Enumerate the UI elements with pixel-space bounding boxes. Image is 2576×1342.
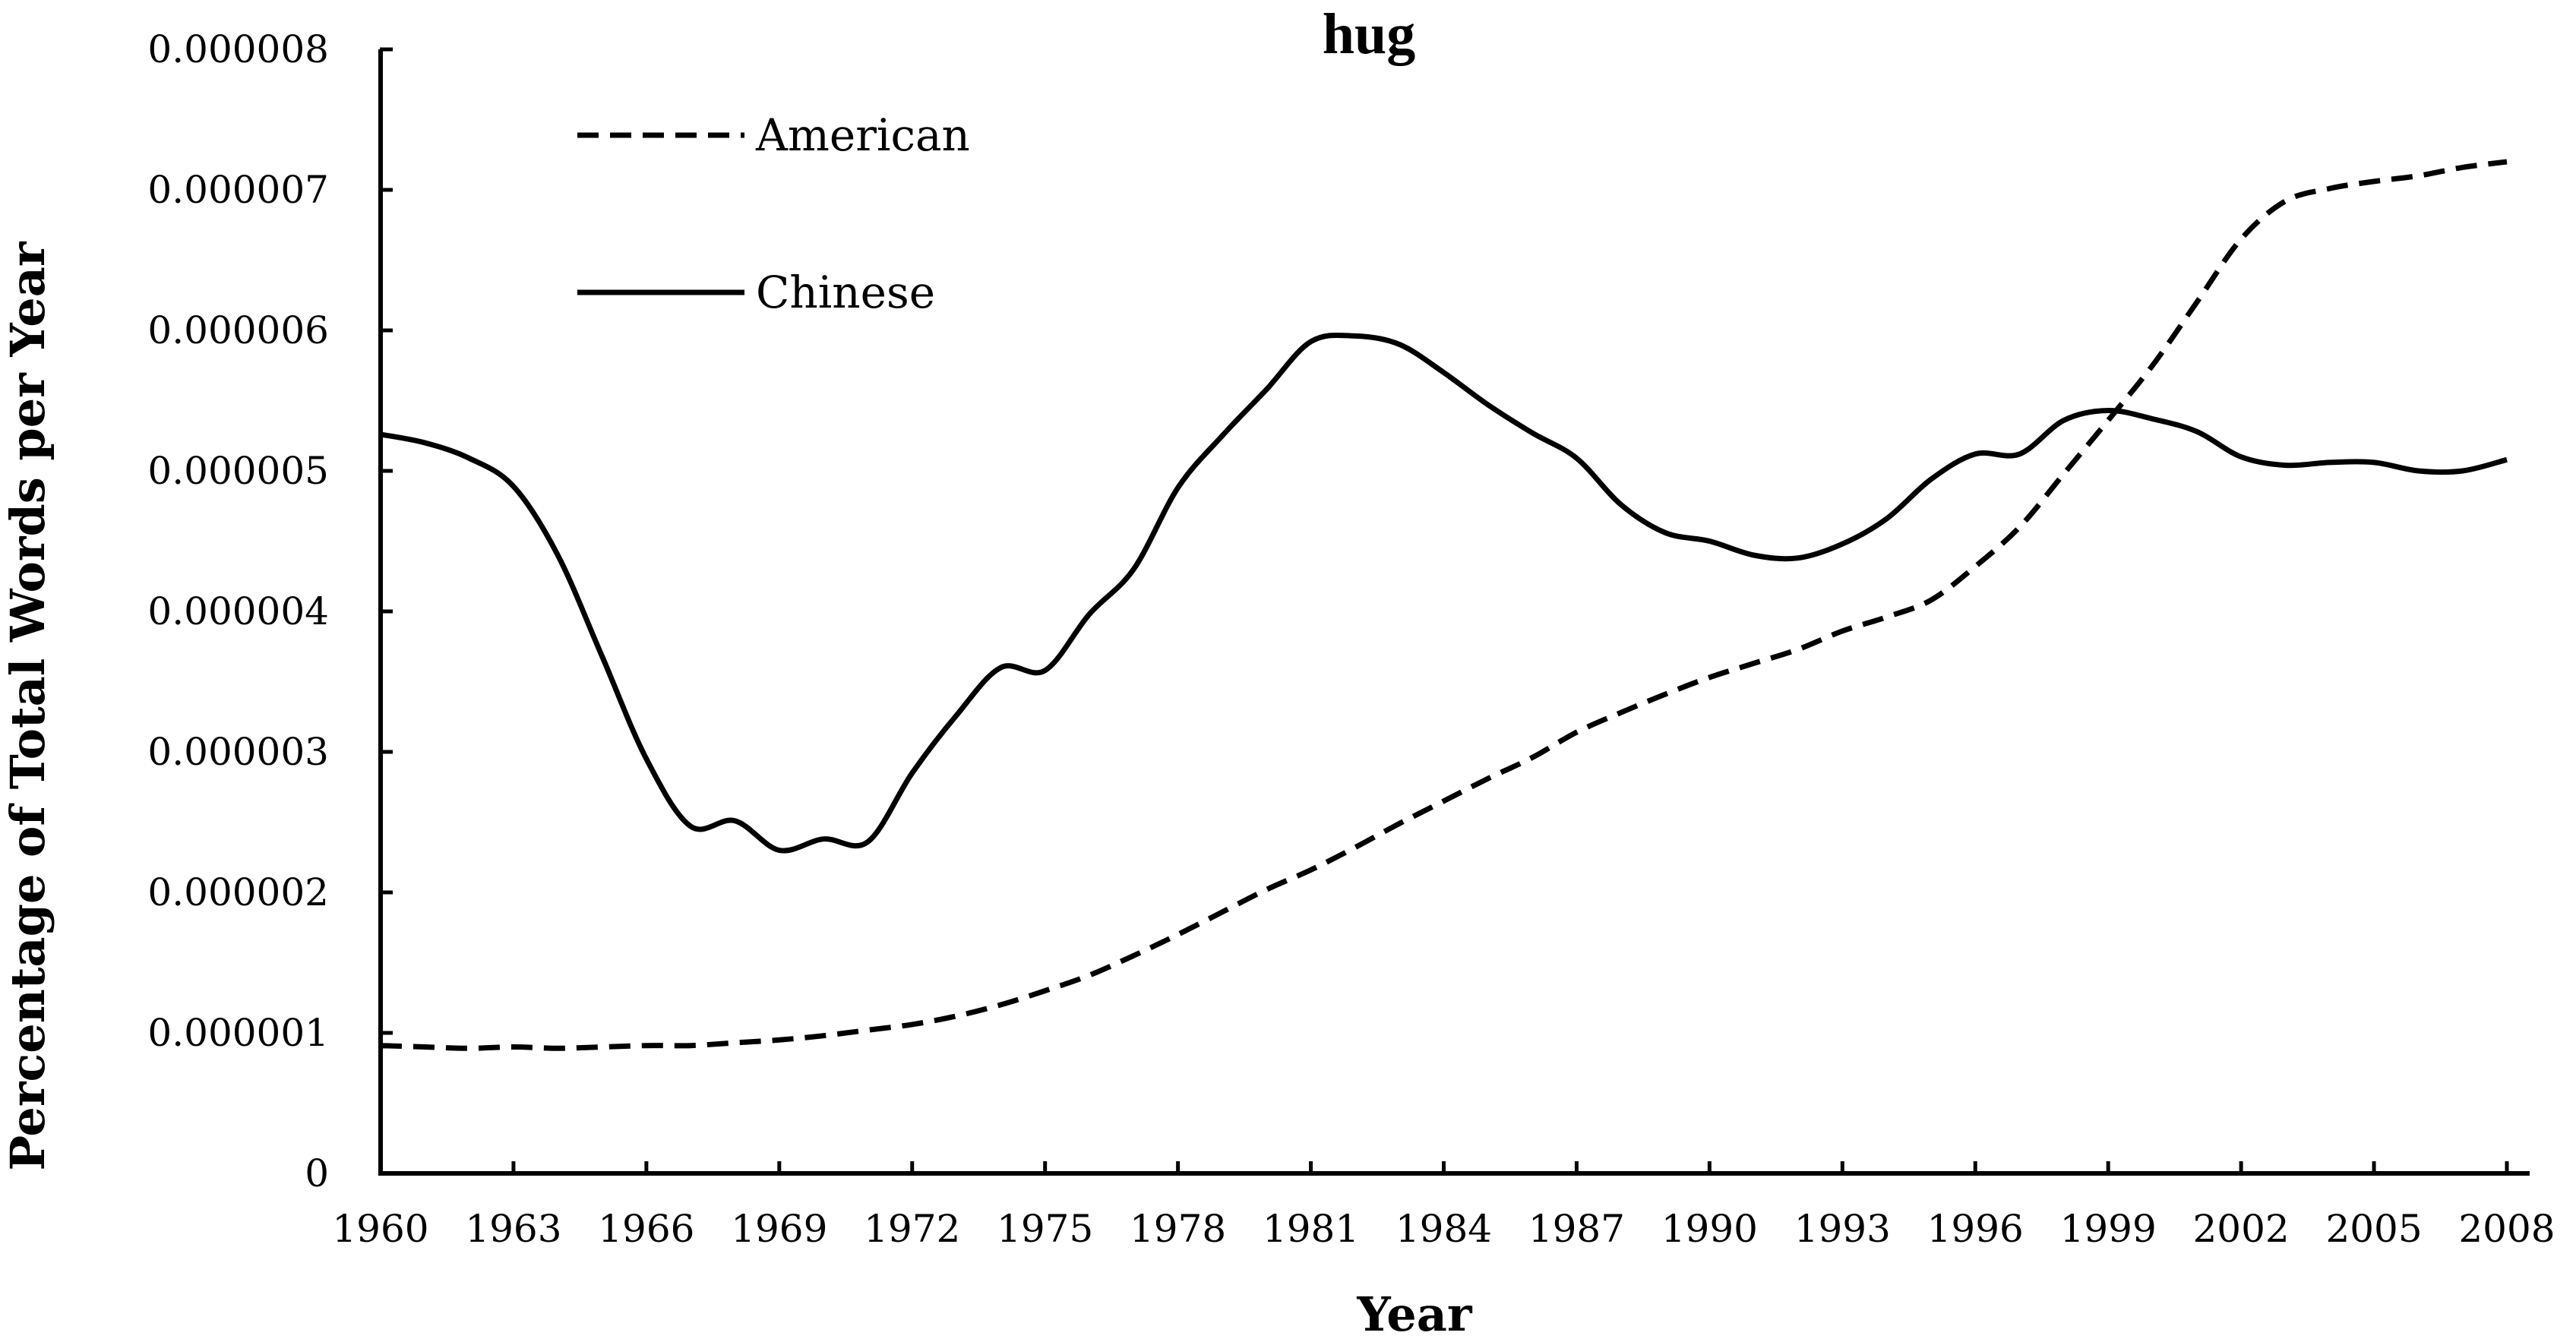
x-axis-ticks: 1960 1963 1966 1969 1972 1975 1978 1981 1984 1987…	[332, 1161, 2555, 1251]
x-tick-label: 1981	[1263, 1207, 1359, 1251]
legend-item-chinese: Chinese	[577, 267, 935, 318]
x-tick-label: 2005	[2325, 1207, 2422, 1251]
legend-label-american: American	[755, 109, 970, 161]
x-tick-label: 1996	[1927, 1207, 2024, 1251]
y-tick-label: 0.000001	[147, 1011, 329, 1055]
y-axis-title: Percentage of Total Words per Year	[0, 241, 55, 1170]
y-tick-label: 0.000003	[147, 730, 329, 774]
y-axis-ticks: 0 0.000001 0.000002 0.000003 0.000004 0.00000…	[147, 27, 393, 1195]
x-tick-label: 2008	[2458, 1207, 2555, 1251]
x-tick-label: 1999	[2060, 1207, 2157, 1251]
x-tick-label: 2002	[2193, 1207, 2290, 1251]
legend: American Chinese	[577, 109, 970, 318]
x-tick-label: 1966	[598, 1207, 694, 1251]
x-tick-label: 1984	[1395, 1207, 1492, 1251]
y-tick-label: 0.000005	[147, 449, 329, 493]
chart-title: hug	[1323, 2, 1416, 66]
x-axis-title: Year	[1356, 1287, 1472, 1342]
x-tick-label: 1975	[997, 1207, 1093, 1251]
x-tick-label: 1963	[465, 1207, 561, 1251]
series-line-chinese	[380, 332, 2508, 854]
y-tick-label: 0	[305, 1151, 329, 1195]
y-tick-label: 0.000006	[147, 308, 329, 352]
x-tick-label: 1972	[864, 1207, 960, 1251]
x-tick-label: 1960	[332, 1207, 428, 1251]
y-tick-label: 0.000002	[147, 870, 329, 914]
x-tick-label: 1993	[1794, 1207, 1891, 1251]
legend-label-chinese: Chinese	[756, 267, 935, 318]
y-tick-label: 0.000004	[147, 589, 329, 633]
x-tick-label: 1969	[731, 1207, 827, 1251]
y-tick-label: 0.000007	[147, 168, 329, 212]
x-tick-label: 1990	[1661, 1207, 1758, 1251]
series-line-american	[380, 159, 2508, 1051]
legend-item-american: American	[577, 109, 970, 161]
series-layer	[380, 159, 2508, 1051]
x-tick-label: 1987	[1528, 1207, 1625, 1251]
x-tick-label: 1978	[1130, 1207, 1226, 1251]
y-tick-label: 0.000008	[147, 27, 329, 71]
